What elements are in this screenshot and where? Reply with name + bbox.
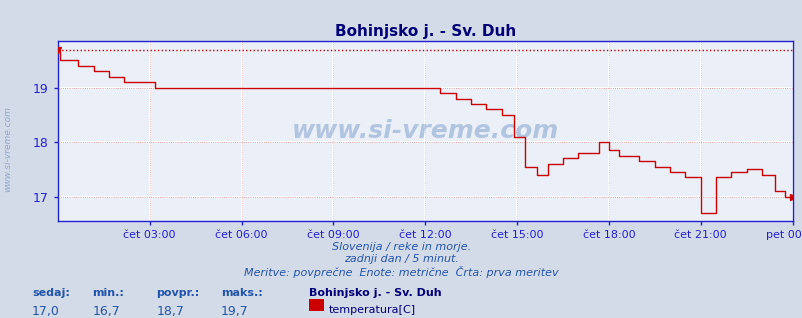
Text: 18,7: 18,7 <box>156 305 184 318</box>
Text: Bohinjsko j. - Sv. Duh: Bohinjsko j. - Sv. Duh <box>309 288 441 298</box>
Text: Slovenija / reke in morje.: Slovenija / reke in morje. <box>331 242 471 252</box>
Text: 19,7: 19,7 <box>221 305 249 318</box>
Text: 17,0: 17,0 <box>32 305 60 318</box>
Text: temperatura[C]: temperatura[C] <box>329 305 415 315</box>
Text: Meritve: povprečne  Enote: metrične  Črta: prva meritev: Meritve: povprečne Enote: metrične Črta:… <box>244 266 558 279</box>
Text: min.:: min.: <box>92 288 124 298</box>
Title: Bohinjsko j. - Sv. Duh: Bohinjsko j. - Sv. Duh <box>334 24 515 39</box>
Text: sedaj:: sedaj: <box>32 288 70 298</box>
Text: maks.:: maks.: <box>221 288 262 298</box>
Text: povpr.:: povpr.: <box>156 288 200 298</box>
Text: 16,7: 16,7 <box>92 305 120 318</box>
Text: www.si-vreme.com: www.si-vreme.com <box>291 119 558 143</box>
Text: zadnji dan / 5 minut.: zadnji dan / 5 minut. <box>343 254 459 264</box>
Text: www.si-vreme.com: www.si-vreme.com <box>3 107 13 192</box>
